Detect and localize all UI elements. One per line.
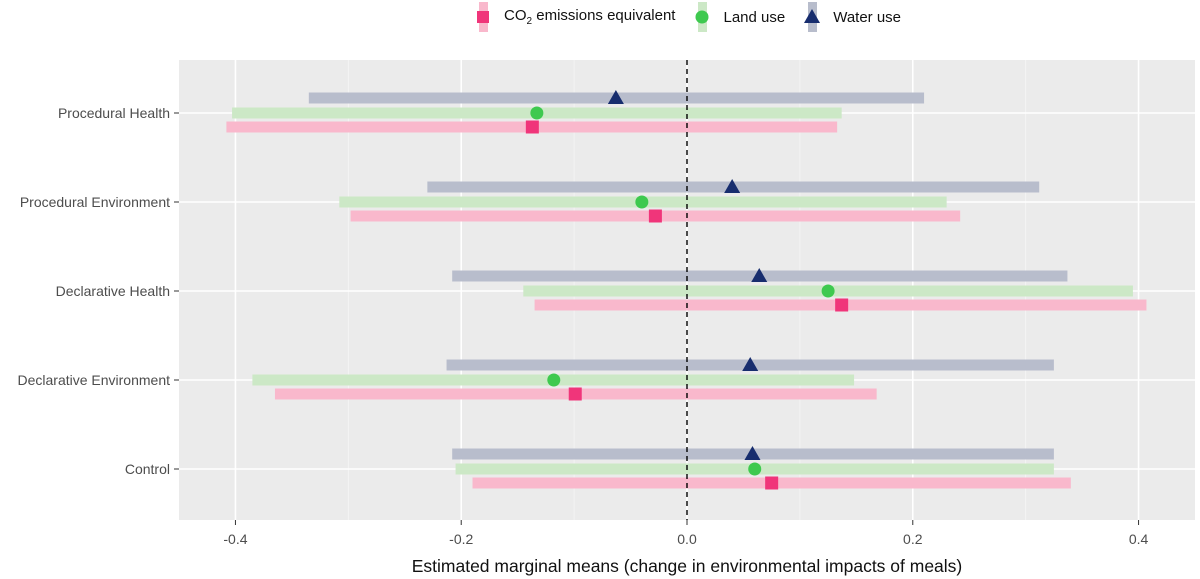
y-tick-label: Declarative Environment bbox=[17, 372, 170, 388]
y-tick-label: Declarative Health bbox=[56, 283, 170, 299]
legend: CO2 emissions equivalent Land use Water … bbox=[470, 0, 915, 34]
point-marker-circle-3 bbox=[547, 373, 561, 387]
point-marker-triangle-3 bbox=[742, 357, 759, 371]
y-tick-label: Control bbox=[125, 461, 170, 477]
legend-item-water-use: Water use bbox=[799, 2, 901, 32]
point-marker-circle-1 bbox=[635, 195, 649, 209]
point-marker-square-4 bbox=[765, 476, 779, 490]
legend-item-co2: CO2 emissions equivalent bbox=[470, 2, 675, 32]
point-marker-circle-2 bbox=[821, 284, 835, 298]
legend-label-co2: CO2 emissions equivalent bbox=[504, 7, 676, 27]
triangle-marker-icon bbox=[804, 9, 821, 23]
circle-marker-icon bbox=[695, 10, 709, 24]
legend-label-land-use: Land use bbox=[723, 8, 786, 26]
x-axis-title: Estimated marginal means (change in envi… bbox=[412, 556, 963, 576]
point-marker-square-3 bbox=[568, 387, 582, 401]
legend-item-land-use: Land use bbox=[689, 2, 785, 32]
x-tick-label: -0.2 bbox=[449, 531, 473, 547]
y-tick-label: Procedural Health bbox=[58, 105, 170, 121]
x-tick-label: 0.0 bbox=[677, 531, 697, 547]
point-marker-square-0 bbox=[525, 120, 539, 134]
legend-key-land-use bbox=[689, 2, 715, 32]
legend-label-water-use: Water use bbox=[833, 8, 902, 26]
point-marker-triangle-4 bbox=[744, 446, 761, 460]
point-marker-circle-0 bbox=[530, 106, 544, 120]
point-marker-triangle-2 bbox=[751, 268, 768, 282]
x-tick-label: 0.4 bbox=[1129, 531, 1149, 547]
legend-key-water-use bbox=[799, 2, 825, 32]
x-tick-label: 0.2 bbox=[903, 531, 923, 547]
point-marker-square-2 bbox=[835, 298, 849, 312]
y-tick-label: Procedural Environment bbox=[20, 194, 170, 210]
x-tick-label: -0.4 bbox=[223, 531, 247, 547]
point-marker-triangle-0 bbox=[607, 90, 624, 104]
square-marker-icon bbox=[477, 11, 489, 23]
legend-key-co2 bbox=[470, 2, 496, 32]
point-marker-circle-4 bbox=[748, 462, 762, 476]
point-marker-square-1 bbox=[648, 209, 662, 223]
point-marker-triangle-1 bbox=[724, 179, 741, 193]
